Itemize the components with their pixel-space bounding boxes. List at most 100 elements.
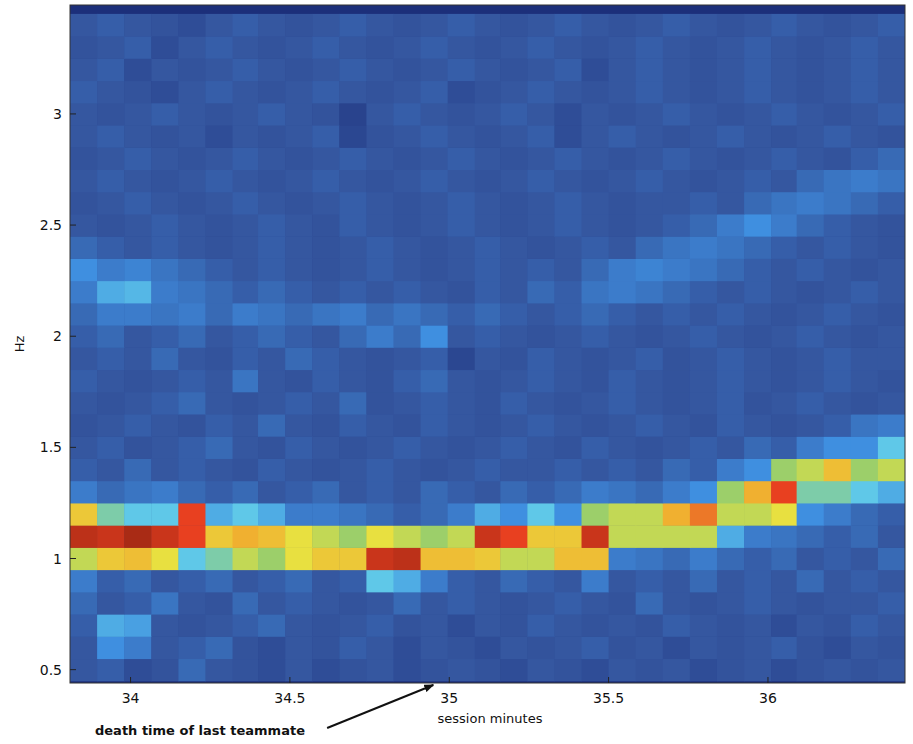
heat-cell: [475, 636, 501, 659]
heat-cell: [851, 125, 879, 148]
heat-cell: [582, 592, 610, 615]
heat-cell: [421, 58, 449, 81]
heat-cell: [258, 103, 286, 126]
x-tick: [767, 677, 768, 683]
heat-cell: [636, 659, 664, 682]
heat-cell: [366, 370, 394, 393]
heat-cell: [878, 125, 905, 148]
cells: [70, 14, 905, 681]
heat-cell: [500, 325, 528, 348]
heat-cell: [97, 458, 125, 481]
heat-cell: [717, 281, 745, 304]
heat-cell: [312, 192, 340, 215]
heat-cell: [151, 325, 179, 348]
heat-cell: [609, 481, 637, 504]
heat-cell: [527, 570, 555, 593]
heat-cell: [797, 414, 825, 437]
heat-cell: [500, 458, 528, 481]
heat-cell: [636, 503, 664, 526]
heat-cell: [771, 614, 797, 637]
heat-cell: [421, 325, 449, 348]
heat-cell: [878, 525, 905, 548]
heat-cell: [448, 258, 476, 281]
heat-cell: [554, 14, 582, 37]
heat-cell: [233, 236, 259, 259]
heat-cell: [878, 503, 905, 526]
heat-cell: [582, 81, 610, 104]
heat-cell: [851, 281, 879, 304]
heat-cell: [312, 170, 340, 193]
heat-cell: [97, 236, 125, 259]
heat-cell: [178, 525, 206, 548]
heat-cell: [797, 659, 825, 682]
heat-cell: [690, 214, 718, 237]
heat-cell: [690, 36, 718, 59]
heat-cell: [124, 570, 152, 593]
heat-cell: [421, 103, 449, 126]
heat-cell: [690, 592, 718, 615]
heat-cell: [205, 370, 233, 393]
heat-cell: [663, 636, 691, 659]
heat-cell: [393, 214, 421, 237]
heat-cell: [448, 370, 476, 393]
heat-cell: [285, 81, 313, 104]
heat-cell: [744, 81, 772, 104]
heat-cell: [636, 347, 664, 370]
plot-background: [70, 5, 905, 683]
heat-cell: [527, 392, 555, 415]
heat-cell: [744, 14, 772, 37]
heat-cell: [663, 570, 691, 593]
heat-cell: [797, 636, 825, 659]
heat-cell: [233, 547, 259, 570]
heat-cell: [393, 592, 421, 615]
heat-cell: [824, 503, 852, 526]
heat-cell: [771, 214, 797, 237]
heat-cell: [824, 103, 852, 126]
heat-cell: [339, 436, 367, 459]
heat-cell: [878, 281, 905, 304]
heat-cell: [258, 547, 286, 570]
heat-cell: [366, 392, 394, 415]
heat-cell: [258, 503, 286, 526]
heat-cell: [339, 414, 367, 437]
heat-cell: [582, 236, 610, 259]
heat-cell: [582, 436, 610, 459]
heat-cell: [554, 192, 582, 215]
heat-cell: [258, 14, 286, 37]
heat-cell: [97, 570, 125, 593]
heat-cell: [312, 14, 340, 37]
heat-cell: [205, 392, 233, 415]
heat-cell: [151, 36, 179, 59]
heat-cell: [663, 303, 691, 326]
heat-cell: [205, 614, 233, 637]
heat-cell: [393, 81, 421, 104]
heat-cell: [421, 636, 449, 659]
heat-cell: [636, 58, 664, 81]
heat-cell: [636, 636, 664, 659]
heat-cell: [554, 103, 582, 126]
heat-cell: [475, 81, 501, 104]
heat-cell: [151, 614, 179, 637]
heat-cell: [258, 58, 286, 81]
heat-cell: [663, 458, 691, 481]
heat-cell: [744, 436, 772, 459]
heat-cell: [312, 458, 340, 481]
heat-cell: [690, 436, 718, 459]
heat-cell: [636, 170, 664, 193]
heat-cell: [475, 503, 501, 526]
heat-cell: [312, 347, 340, 370]
heat-cell: [878, 14, 905, 37]
heat-cell: [797, 192, 825, 215]
x-tick: [289, 677, 290, 683]
heat-cell: [366, 125, 394, 148]
heat-cell: [151, 659, 179, 682]
heat-cell: [393, 303, 421, 326]
heat-cell: [448, 525, 476, 548]
heat-cell: [339, 525, 367, 548]
heat-cell: [527, 547, 555, 570]
heat-cell: [448, 303, 476, 326]
heat-cell: [233, 592, 259, 615]
heat-cell: [448, 58, 476, 81]
heat-cell: [124, 547, 152, 570]
heat-cell: [97, 125, 125, 148]
